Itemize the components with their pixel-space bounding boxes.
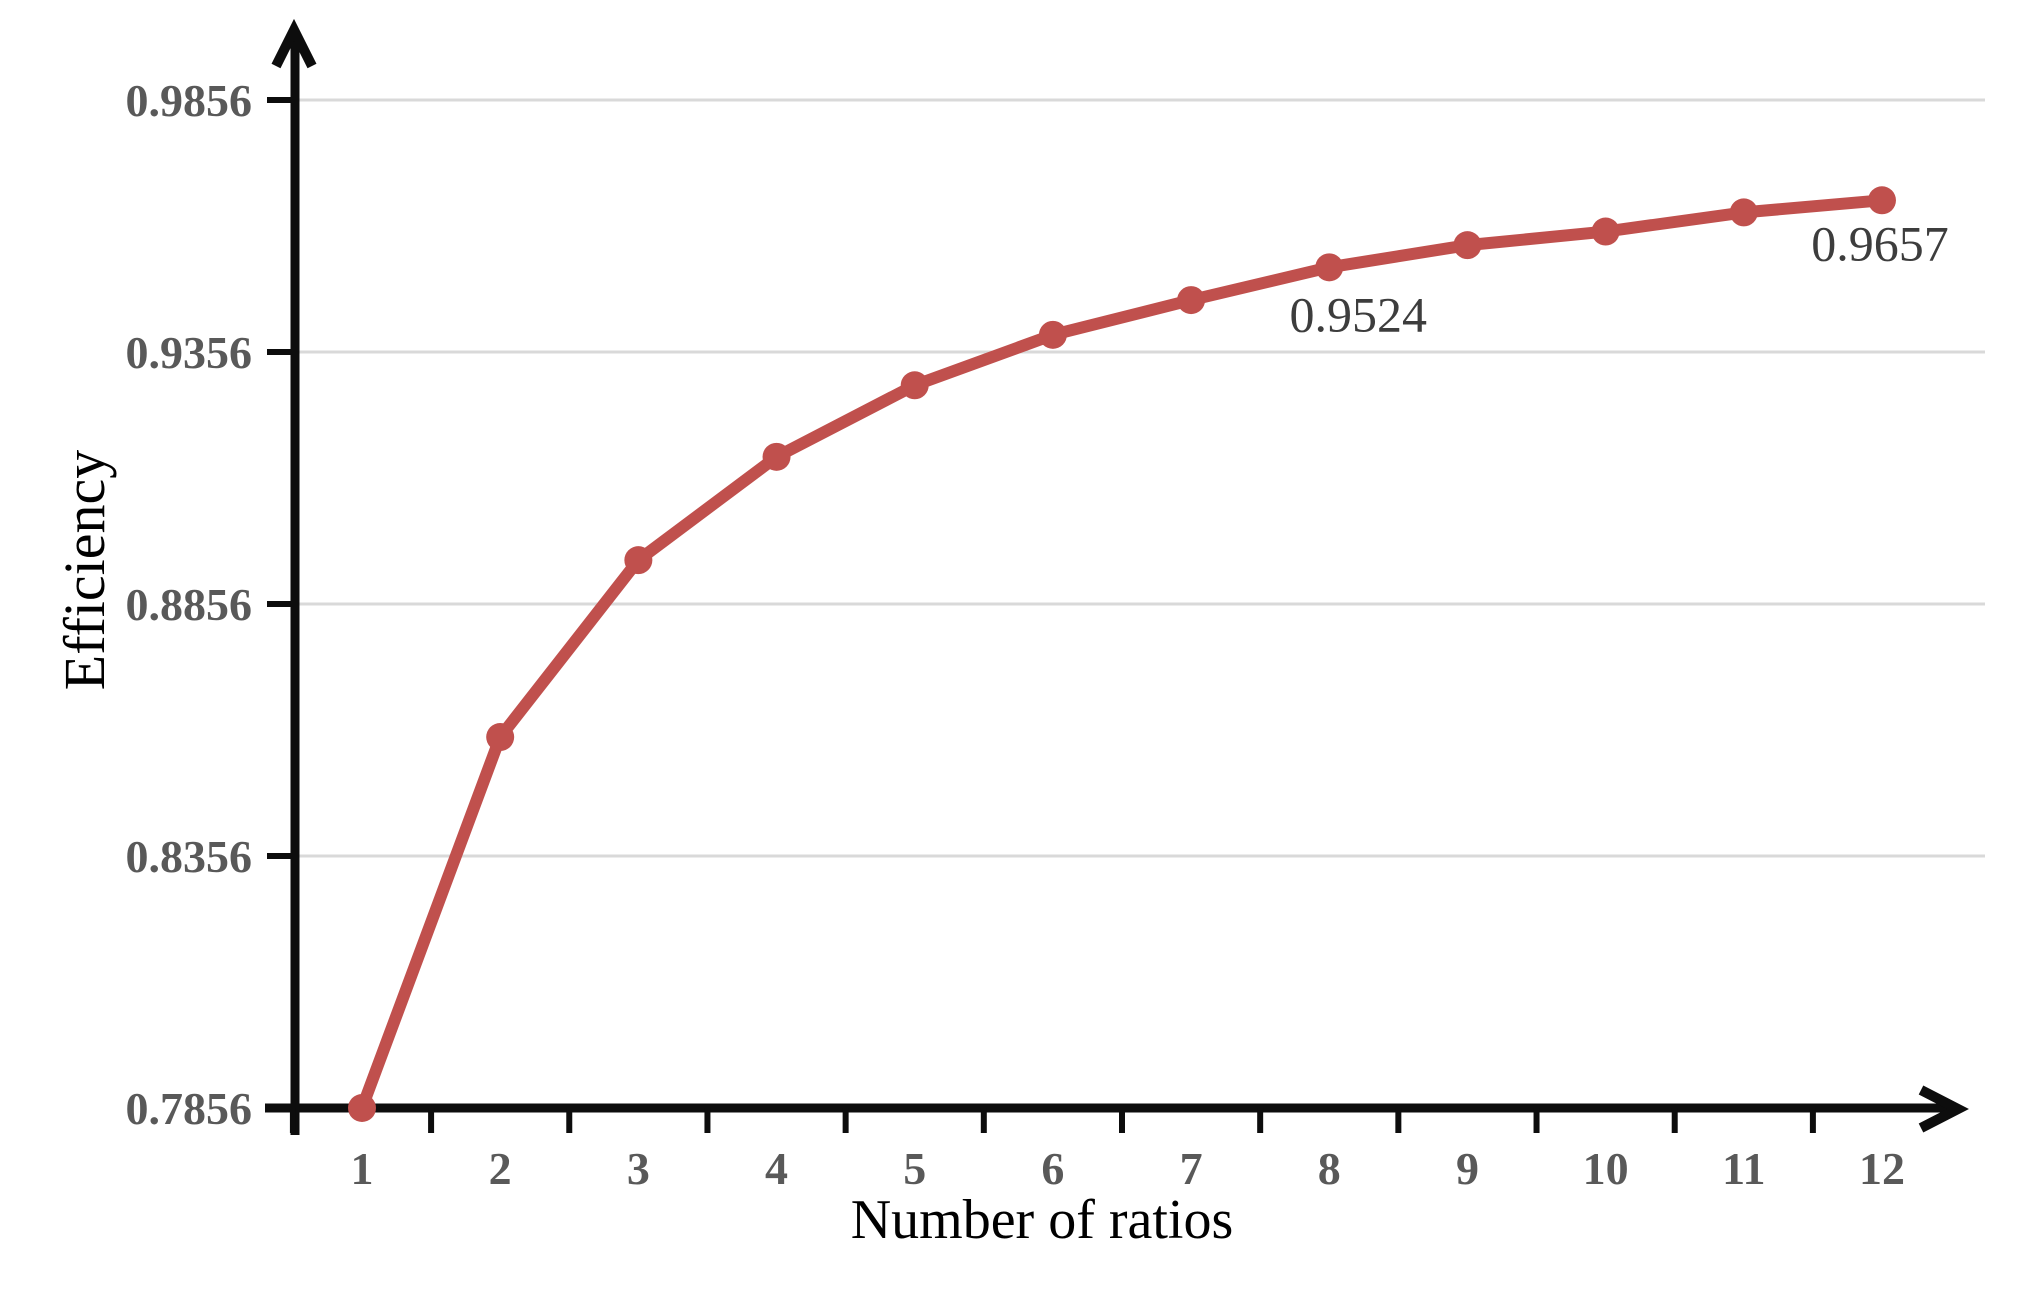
data-point	[1867, 186, 1896, 215]
x-tick-label: 3	[627, 1143, 650, 1194]
x-tick-label: 12	[1859, 1143, 1905, 1194]
x-tick-label: 4	[765, 1143, 788, 1194]
data-point	[1453, 231, 1482, 260]
data-label: 0.9524	[1290, 286, 1428, 342]
series-layer	[348, 186, 1896, 1122]
x-tick-label: 10	[1583, 1143, 1629, 1194]
x-tick-label: 11	[1722, 1143, 1765, 1194]
y-tick-label: 0.7856	[126, 1083, 253, 1134]
gridline-layer	[295, 98, 1985, 858]
x-tick-label: 5	[903, 1143, 926, 1194]
x-axis-arrowhead	[1918, 1085, 1969, 1133]
data-point	[1591, 217, 1620, 246]
data-point	[624, 546, 653, 575]
data-point	[1038, 320, 1067, 349]
y-tick-label: 0.8356	[126, 831, 253, 882]
data-point	[486, 723, 515, 752]
series-line	[356, 194, 1888, 1114]
x-tick-label: 9	[1456, 1143, 1479, 1194]
x-axis-title: Number of ratios	[851, 1189, 1234, 1251]
data-label: 0.9657	[1811, 215, 1949, 271]
x-tick-label: 1	[351, 1143, 374, 1194]
data-point	[762, 442, 791, 471]
data-point	[1177, 286, 1206, 315]
data-point	[1315, 253, 1344, 282]
x-tick-label: 2	[489, 1143, 512, 1194]
data-point	[348, 1094, 376, 1122]
y-axis-arrowhead	[271, 18, 317, 69]
data-point	[900, 371, 929, 400]
x-tick-label: 8	[1318, 1143, 1341, 1194]
data-point	[1729, 198, 1758, 227]
y-tick-label: 0.9356	[126, 327, 253, 378]
y-tick-label: 0.8856	[126, 579, 253, 630]
axis-layer	[265, 18, 1969, 1135]
x-tick-label: 7	[1180, 1143, 1203, 1194]
y-tick-label: 0.9856	[126, 75, 253, 126]
x-tick-label: 6	[1041, 1143, 1064, 1194]
y-axis-title: Efficiency	[52, 450, 117, 690]
